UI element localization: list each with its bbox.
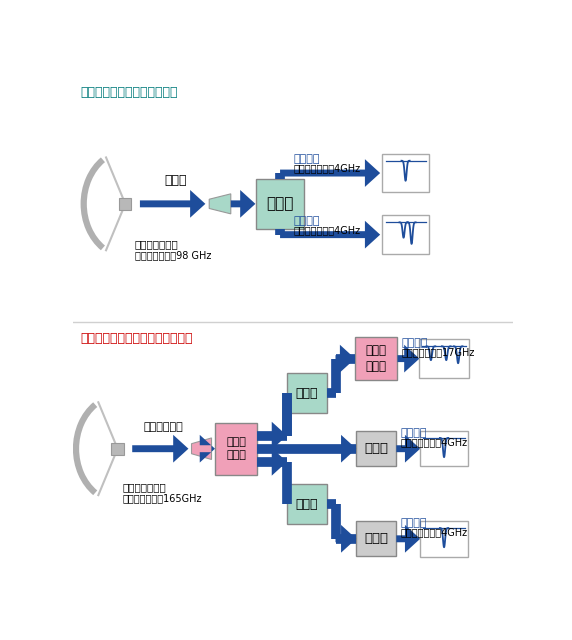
Bar bbox=[256, 179, 304, 229]
Polygon shape bbox=[140, 190, 205, 218]
Text: 出力信号: 出力信号 bbox=[400, 428, 427, 438]
Bar bbox=[287, 373, 327, 413]
Text: 天体からの電波: 天体からの電波 bbox=[122, 482, 166, 492]
Bar bbox=[215, 422, 257, 475]
Polygon shape bbox=[336, 525, 356, 553]
Text: 広帯域
ミクサ: 広帯域 ミクサ bbox=[366, 344, 387, 373]
Text: 分波器: 分波器 bbox=[296, 498, 318, 511]
Text: ミクサ: ミクサ bbox=[364, 532, 388, 545]
Bar bbox=[112, 442, 124, 455]
Text: 天体からの電波: 天体からの電波 bbox=[134, 239, 178, 249]
Polygon shape bbox=[257, 448, 287, 476]
Text: 周波数帯域幅：165GHz: 周波数帯域幅：165GHz bbox=[122, 493, 202, 503]
Polygon shape bbox=[398, 345, 419, 372]
Text: 周波数帯域幅：98 GHz: 周波数帯域幅：98 GHz bbox=[134, 250, 211, 260]
Text: ミクサ: ミクサ bbox=[267, 196, 294, 211]
Polygon shape bbox=[257, 422, 287, 449]
Text: アルマ望遠鏡バンド７受信機: アルマ望遠鏡バンド７受信機 bbox=[81, 86, 178, 99]
Text: 周波数帯域幅：4GHz: 周波数帯域幅：4GHz bbox=[294, 225, 361, 235]
Text: 周波数帯域幅：4GHz: 周波数帯域幅：4GHz bbox=[294, 163, 361, 173]
Text: ホーン: ホーン bbox=[165, 174, 188, 188]
Text: 出力信号: 出力信号 bbox=[400, 518, 427, 529]
Polygon shape bbox=[396, 435, 420, 463]
Polygon shape bbox=[336, 345, 355, 372]
Text: ミクサ: ミクサ bbox=[364, 442, 388, 455]
Polygon shape bbox=[192, 438, 212, 460]
Text: 分波器: 分波器 bbox=[296, 387, 318, 400]
Bar bbox=[420, 431, 468, 467]
Polygon shape bbox=[200, 435, 215, 463]
Bar bbox=[420, 521, 468, 557]
Bar bbox=[355, 337, 398, 380]
Bar bbox=[419, 339, 469, 378]
Text: 出力信号: 出力信号 bbox=[402, 338, 428, 348]
Polygon shape bbox=[280, 159, 380, 187]
Polygon shape bbox=[280, 221, 380, 248]
Text: 広帯域ホーン: 広帯域ホーン bbox=[143, 422, 183, 432]
Polygon shape bbox=[231, 190, 256, 218]
Bar bbox=[287, 484, 327, 524]
Text: 周波数帯域幅：4GHz: 周波数帯域幅：4GHz bbox=[400, 527, 467, 538]
Bar bbox=[383, 216, 428, 254]
Bar bbox=[383, 154, 428, 192]
Text: 周波数帯域幅：17GHz: 周波数帯域幅：17GHz bbox=[402, 348, 475, 358]
Text: 周波数帯域幅：4GHz: 周波数帯域幅：4GHz bbox=[400, 438, 467, 447]
Polygon shape bbox=[257, 435, 356, 463]
Bar bbox=[356, 431, 396, 466]
Polygon shape bbox=[132, 435, 188, 463]
Text: 広帯域
分波器: 広帯域 分波器 bbox=[227, 438, 246, 460]
Text: 新型広帯域受信機での観測の一例: 新型広帯域受信機での観測の一例 bbox=[81, 332, 193, 345]
Bar bbox=[356, 522, 396, 556]
Bar bbox=[119, 198, 132, 210]
Polygon shape bbox=[209, 194, 231, 214]
Text: 出力信号: 出力信号 bbox=[294, 216, 320, 226]
Polygon shape bbox=[396, 525, 420, 553]
Text: 出力信号: 出力信号 bbox=[294, 154, 320, 164]
